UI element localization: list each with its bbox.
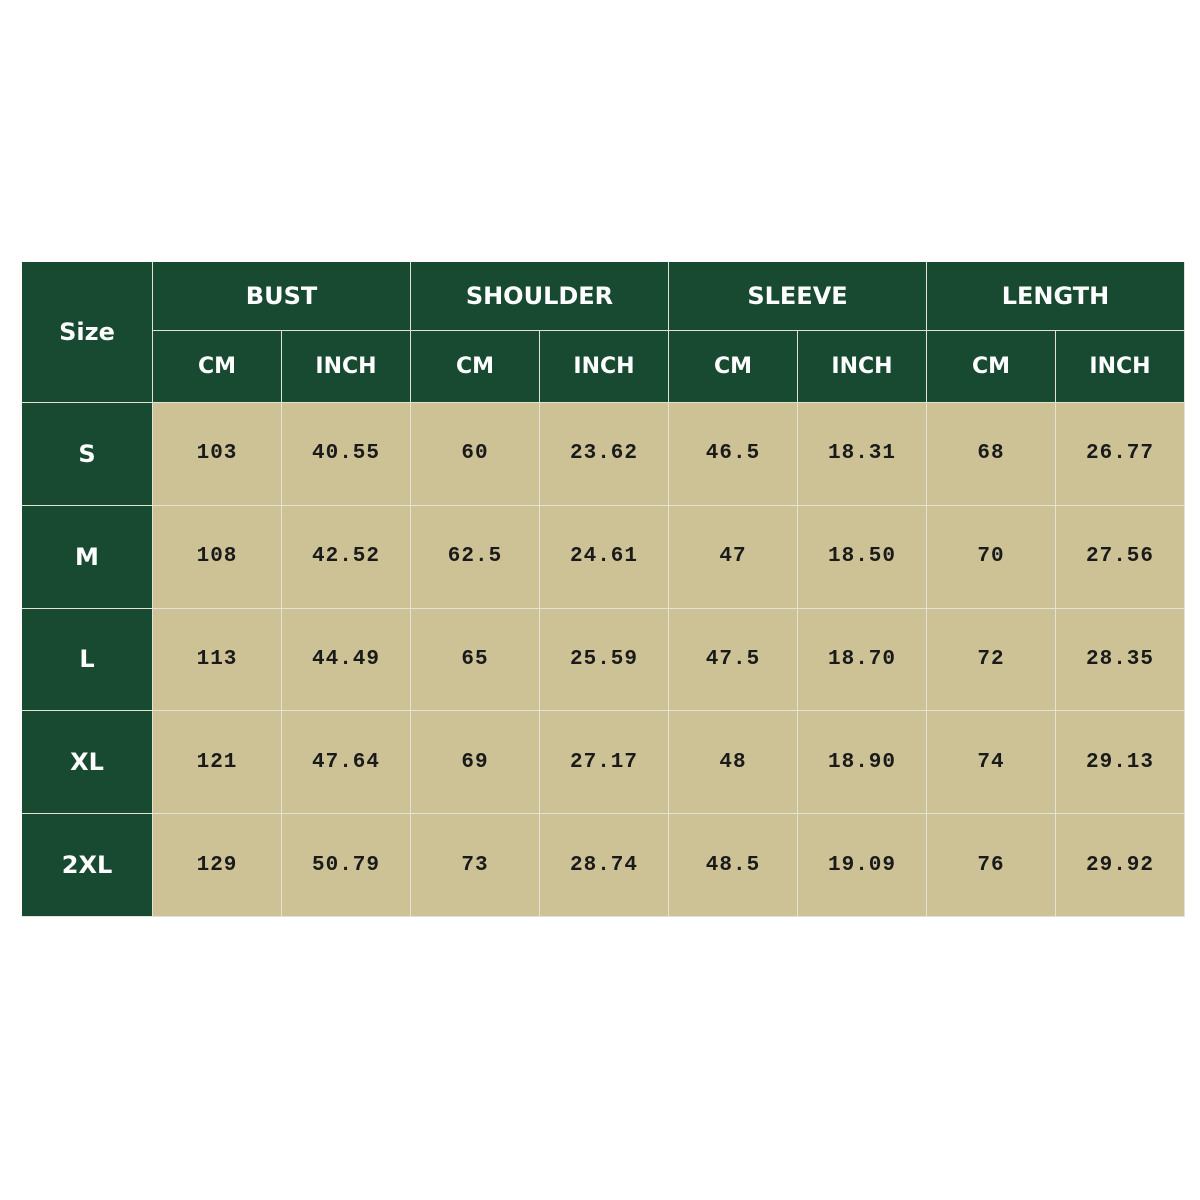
measurement: 42.52: [282, 505, 411, 609]
unit-header: CM: [669, 331, 798, 403]
measurement: 74: [927, 711, 1056, 815]
measurement: 28.74: [540, 814, 669, 917]
unit-header: INCH: [798, 331, 927, 403]
size-label: S: [22, 403, 153, 506]
unit-header: INCH: [540, 331, 669, 403]
measurement: 72: [927, 608, 1056, 712]
measurement: 18.70: [798, 608, 927, 712]
measurement: 40.55: [282, 403, 411, 506]
group-header: LENGTH: [927, 262, 1185, 331]
measurement: 60: [411, 403, 540, 506]
measurement: 73: [411, 814, 540, 917]
measurement: 113: [153, 608, 282, 712]
measurement: 25.59: [540, 608, 669, 712]
measurement: 24.61: [540, 505, 669, 609]
measurement: 108: [153, 505, 282, 609]
measurement: 76: [927, 814, 1056, 917]
measurement: 121: [153, 711, 282, 815]
measurement: 19.09: [798, 814, 927, 917]
measurement: 23.62: [540, 403, 669, 506]
measurement: 48: [669, 711, 798, 815]
measurement: 62.5: [411, 505, 540, 609]
unit-header: INCH: [1056, 331, 1185, 403]
measurement: 65: [411, 608, 540, 712]
measurement: 18.31: [798, 403, 927, 506]
measurement: 48.5: [669, 814, 798, 917]
measurement: 47.64: [282, 711, 411, 815]
size-label: XL: [22, 711, 153, 815]
group-header: SHOULDER: [411, 262, 669, 331]
measurement: 68: [927, 403, 1056, 506]
measurement: 69: [411, 711, 540, 815]
measurement: 47: [669, 505, 798, 609]
measurement: 47.5: [669, 608, 798, 712]
measurement: 18.50: [798, 505, 927, 609]
measurement: 27.17: [540, 711, 669, 815]
measurement: 70: [927, 505, 1056, 609]
measurement: 50.79: [282, 814, 411, 917]
size-label: M: [22, 505, 153, 609]
unit-header: INCH: [282, 331, 411, 403]
measurement: 29.13: [1056, 711, 1185, 815]
measurement: 26.77: [1056, 403, 1185, 506]
size-label: L: [22, 608, 153, 712]
group-header: SLEEVE: [669, 262, 927, 331]
measurement: 103: [153, 403, 282, 506]
measurement: 44.49: [282, 608, 411, 712]
unit-header: CM: [153, 331, 282, 403]
measurement: 29.92: [1056, 814, 1185, 917]
measurement: 27.56: [1056, 505, 1185, 609]
measurement: 129: [153, 814, 282, 917]
measurement: 28.35: [1056, 608, 1185, 712]
group-header: BUST: [153, 262, 411, 331]
measurement: 46.5: [669, 403, 798, 506]
unit-header: CM: [411, 331, 540, 403]
measurement: 18.90: [798, 711, 927, 815]
corner-header: Size: [22, 262, 153, 403]
size-label: 2XL: [22, 814, 153, 917]
unit-header: CM: [927, 331, 1056, 403]
